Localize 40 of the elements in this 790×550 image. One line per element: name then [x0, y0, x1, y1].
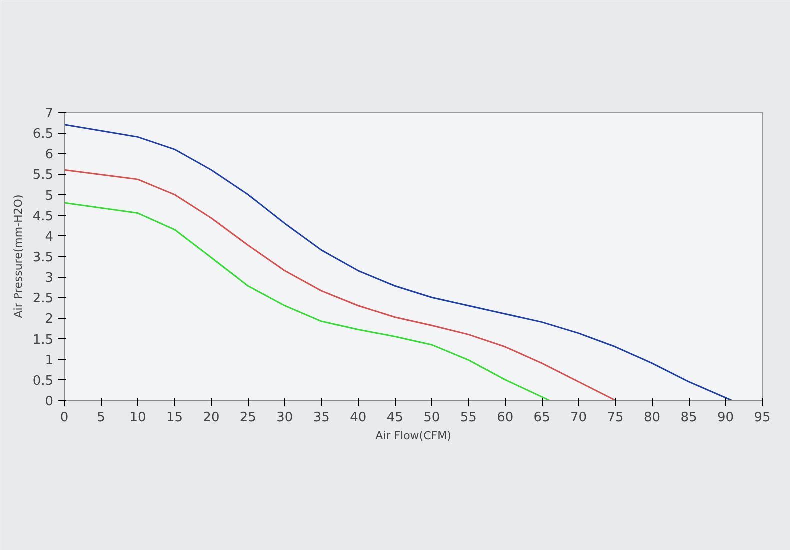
x-tick-label: 90: [717, 410, 734, 426]
y-tick-label: 4: [45, 230, 54, 245]
line-series: [64, 202, 550, 400]
x-tick-label: 85: [680, 410, 698, 426]
x-tick-label: 40: [350, 410, 367, 426]
x-tick-label: 15: [166, 410, 183, 426]
x-tick-label: 55: [460, 410, 477, 426]
y-tick-label: 2: [45, 312, 54, 328]
x-tick-label: 60: [497, 410, 514, 426]
y-tick-label: 6.5: [32, 127, 54, 142]
x-tick-label: 65: [534, 410, 550, 426]
line-series: [64, 124, 732, 400]
y-tick-label: 5.5: [32, 168, 54, 184]
y-tick-label: 0.5: [32, 374, 54, 389]
y-tick-label: 7: [45, 106, 54, 122]
x-tick-label: 70: [570, 410, 588, 426]
x-tick-label: 95: [754, 410, 771, 426]
x-tick-label: 50: [424, 410, 440, 426]
y-axis-title: Air Pressure(mm-H2O): [12, 194, 25, 318]
line-series: [64, 169, 616, 400]
y-tick-label: 2.5: [32, 292, 54, 307]
x-tick-label: 20: [203, 410, 220, 426]
x-axis-title: Air Flow(CFM): [376, 430, 452, 442]
y-tick-label: 3.5: [32, 250, 54, 266]
x-tick-label: 0: [60, 410, 69, 426]
y-tick-label: 1.5: [32, 332, 54, 348]
y-tick-label: 1: [45, 353, 54, 368]
x-tick-label: 25: [240, 410, 256, 426]
y-tick-label: 4.5: [32, 209, 54, 224]
y-tick-label: 5: [45, 188, 54, 204]
x-tick-label: 35: [313, 410, 330, 426]
x-tick-label: 75: [607, 410, 624, 426]
x-tick-label: 45: [386, 410, 404, 426]
x-tick-label: 80: [644, 410, 661, 426]
y-tick-label: 3: [45, 271, 54, 286]
y-tick-label: 0: [45, 394, 54, 410]
x-tick-label: 5: [97, 410, 106, 426]
y-tick-label: 6: [45, 148, 54, 163]
x-tick-label: 30: [276, 410, 294, 426]
x-tick-label: 10: [130, 410, 146, 426]
